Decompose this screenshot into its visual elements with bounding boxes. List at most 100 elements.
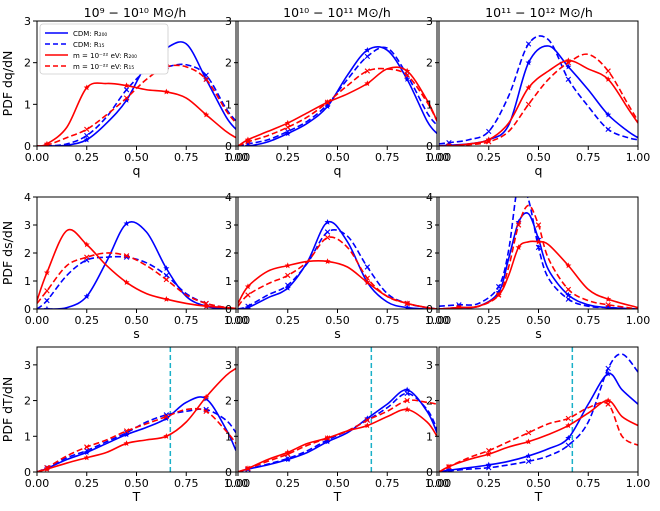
data-point: [565, 286, 572, 293]
x-tick-label: 0.25: [75, 151, 100, 164]
data-point: [605, 111, 612, 118]
x-tick-label: 0.00: [427, 477, 452, 490]
data-point: [525, 452, 532, 459]
data-point: [324, 103, 331, 110]
data-point: [324, 229, 331, 235]
x-axis-label: q: [535, 163, 543, 178]
data-point: [203, 72, 209, 78]
data-point: [43, 140, 50, 146]
x-tick-label: 0.00: [25, 151, 50, 164]
y-tick-label: 3: [24, 359, 31, 372]
series-line-1: [37, 396, 236, 472]
x-tick-label: 0.75: [174, 477, 199, 490]
data-point: [565, 415, 572, 422]
y-tick-label: 3: [24, 15, 31, 28]
x-tick-label: 0.50: [124, 314, 149, 327]
data-point: [43, 305, 50, 309]
x-tick-label: 0.25: [477, 314, 502, 327]
data-point: [535, 222, 542, 228]
data-point: [605, 302, 611, 308]
data-point: [515, 222, 522, 228]
data-point: [565, 434, 572, 441]
data-point: [364, 80, 371, 87]
data-point: [163, 276, 170, 283]
data-point: [485, 450, 492, 457]
legend-label: m = 10⁻²² eV: R₂₀₀: [73, 52, 137, 60]
x-tick-label: 0.00: [25, 477, 50, 490]
data-point: [364, 415, 371, 422]
data-point: [245, 303, 251, 309]
data-point: [285, 455, 291, 462]
x-tick-label: 0.00: [226, 314, 251, 327]
x-tick-label: 1.00: [626, 151, 651, 164]
data-point: [364, 422, 371, 429]
data-point: [446, 463, 452, 470]
data-point: [123, 430, 130, 436]
data-point: [203, 408, 209, 414]
data-point: [404, 67, 411, 74]
x-axis-label: q: [133, 163, 141, 178]
data-point: [565, 76, 572, 83]
data-point: [163, 413, 170, 420]
data-point: [123, 279, 130, 285]
data-point: [84, 254, 90, 260]
data-point: [446, 468, 452, 472]
data-point: [525, 41, 532, 47]
y-tick-label: 4: [24, 191, 31, 204]
series-line-2: [238, 392, 437, 472]
series-line-4: [439, 53, 638, 146]
x-tick-label: 0.25: [276, 151, 301, 164]
series-line-2: [238, 46, 437, 146]
data-point: [486, 447, 492, 454]
x-axis-label: T: [132, 489, 141, 504]
data-point: [83, 293, 90, 299]
data-point: [244, 283, 251, 290]
data-point: [364, 417, 371, 423]
data-point: [285, 282, 291, 288]
y-axis-label: PDF ds/dN: [0, 221, 15, 285]
data-point: [43, 269, 50, 276]
data-point: [284, 119, 291, 126]
y-tick-label: 0: [426, 140, 433, 153]
data-point: [284, 262, 291, 269]
data-point: [203, 393, 210, 400]
y-axis-label: PDF dT/dN: [0, 377, 15, 442]
data-point: [404, 406, 411, 413]
x-tick-label: 0.00: [427, 151, 452, 164]
series-line-3: [238, 66, 437, 146]
y-tick-label: 2: [225, 395, 232, 408]
series-line-2: [37, 63, 236, 146]
y-tick-label: 1: [426, 430, 433, 443]
legend-label: m = 10⁻²² eV: R₁₅: [73, 63, 134, 71]
data-point: [525, 438, 532, 445]
data-point: [123, 253, 130, 259]
x-tick-label: 1.00: [425, 477, 450, 490]
x-axis-label: T: [534, 489, 543, 504]
data-point: [605, 370, 612, 377]
data-point: [123, 428, 130, 434]
y-tick-label: 2: [225, 247, 232, 260]
data-point: [535, 238, 542, 245]
data-point: [525, 430, 532, 436]
x-tick-label: 1.00: [626, 477, 651, 490]
y-tick-label: 0: [426, 303, 433, 316]
x-tick-label: 0.75: [375, 151, 400, 164]
y-tick-label: 1: [24, 430, 31, 443]
x-tick-label: 0.25: [75, 314, 100, 327]
data-point: [456, 304, 462, 309]
y-tick-label: 3: [225, 15, 232, 28]
data-point: [364, 68, 371, 74]
data-point: [284, 130, 291, 137]
col-title-high-mass: 10¹¹ − 10¹² M⊙/h: [485, 5, 593, 20]
data-point: [525, 59, 532, 66]
series-line-3: [238, 408, 437, 472]
series-line-4: [37, 252, 236, 309]
y-tick-label: 1: [225, 98, 232, 111]
data-point: [605, 401, 611, 407]
y-tick-label: 0: [225, 303, 232, 316]
y-tick-label: 2: [426, 57, 433, 70]
